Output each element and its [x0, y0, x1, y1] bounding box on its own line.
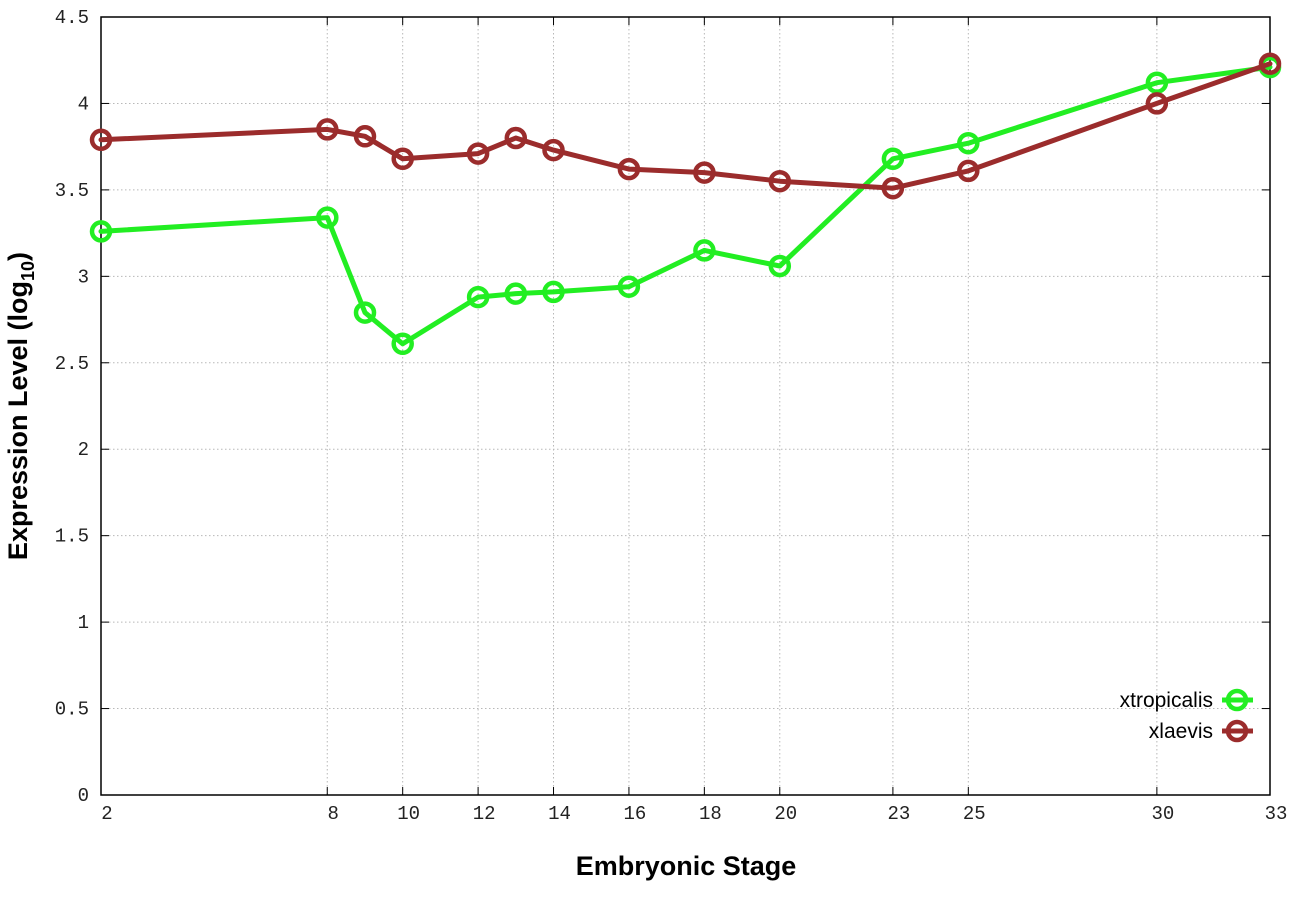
data-point-xlaevis — [1145, 92, 1169, 115]
data-point-xlaevis — [504, 126, 528, 150]
x-tick-label: 16 — [624, 803, 647, 825]
y-tick-label: 2.5 — [55, 353, 89, 375]
data-point-xlaevis — [89, 128, 113, 152]
series-line-xlaevis — [98, 61, 1273, 191]
x-tick-label: 8 — [328, 803, 339, 825]
y-tick-label: 0 — [78, 785, 89, 807]
grid-layer — [101, 17, 1270, 795]
y-axis-title-close: ) — [3, 252, 33, 261]
data-point-xtropicalis — [542, 280, 565, 304]
x-tick-label: 20 — [774, 803, 797, 825]
series-xtropicalis — [89, 55, 1282, 356]
y-tick-label: 2 — [78, 439, 89, 461]
data-point-xtropicalis — [693, 239, 716, 262]
data-point-xlaevis — [957, 159, 980, 183]
data-point-xlaevis — [693, 161, 716, 184]
legend-label-xlaevis: xlaevis — [1149, 720, 1213, 743]
y-tick-label: 1 — [78, 612, 89, 634]
data-point-xtropicalis — [957, 131, 980, 155]
data-point-xlaevis — [391, 147, 414, 171]
plot-frame — [100, 16, 1271, 796]
y-axis-title: Expression Level (log10) — [3, 252, 38, 560]
y-axis-title-main: Expression Level (log — [3, 281, 33, 560]
x-tick-label: 12 — [473, 803, 496, 825]
data-point-xlaevis — [1258, 52, 1282, 75]
data-point-xtropicalis — [466, 285, 490, 309]
data-point-xtropicalis — [768, 254, 792, 278]
data-point-xlaevis — [768, 169, 792, 193]
series-layer — [89, 52, 1282, 356]
y-axis-ticks: 0 0.5 1 1.5 2 2.5 3 3.5 4 4.5 — [55, 7, 1270, 807]
y-tick-label: 4 — [78, 93, 89, 115]
x-tick-label: 33 — [1265, 803, 1288, 825]
x-tick-label: 25 — [963, 803, 986, 825]
series-line-xtropicalis — [98, 64, 1273, 347]
data-point-xlaevis — [881, 176, 905, 200]
x-tick-label: 18 — [699, 803, 722, 825]
data-point-xtropicalis — [353, 301, 377, 324]
data-point-xlaevis — [353, 125, 377, 148]
data-point-xtropicalis — [89, 220, 113, 243]
data-point-xlaevis — [617, 157, 641, 181]
x-tick-label: 2 — [101, 803, 112, 825]
x-tick-label: 14 — [548, 803, 571, 825]
x-axis-ticks: 2 8 10 12 14 16 18 20 23 25 30 33 — [100, 17, 1288, 825]
data-point-xtropicalis — [617, 275, 641, 298]
legend-label-xtropicalis: xtropicalis — [1120, 689, 1213, 712]
data-point-xtropicalis — [1145, 71, 1169, 94]
data-point-xlaevis — [316, 118, 339, 141]
y-axis-title-subscript: 10 — [18, 261, 38, 281]
y-tick-label: 4.5 — [55, 7, 89, 29]
y-tick-label: 3 — [78, 266, 89, 288]
y-tick-label: 1.5 — [55, 526, 89, 548]
x-tick-label: 30 — [1151, 803, 1174, 825]
data-point-xtropicalis — [504, 282, 528, 305]
data-point-xlaevis — [542, 138, 565, 162]
data-point-xlaevis — [466, 142, 490, 165]
x-tick-label: 10 — [397, 803, 420, 825]
y-tick-label: 0.5 — [55, 699, 89, 721]
x-tick-label: 23 — [887, 803, 910, 825]
data-point-xtropicalis — [391, 332, 414, 356]
data-point-xtropicalis — [316, 206, 339, 229]
legend: xtropicalis xlaevis — [1120, 688, 1253, 743]
x-axis-title: Embryonic Stage — [576, 851, 797, 881]
legend-swatch-marker-xlaevis — [1225, 719, 1249, 743]
data-point-xtropicalis — [881, 147, 905, 171]
legend-swatch-marker-xtropicalis — [1225, 688, 1249, 712]
series-xlaevis — [89, 52, 1282, 200]
y-tick-label: 3.5 — [55, 180, 89, 202]
